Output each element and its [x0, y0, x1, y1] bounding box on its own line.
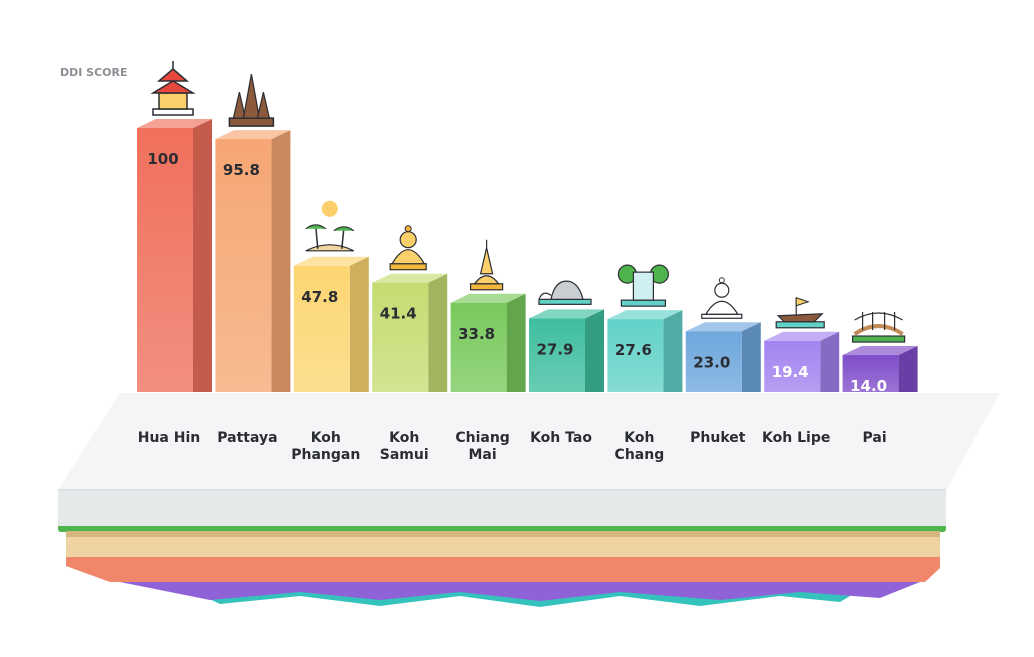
bar-side: [663, 310, 683, 392]
bar-side: [820, 331, 840, 392]
bar-koh-tao: 27.9: [529, 309, 604, 392]
platform-top: [58, 393, 1000, 490]
category-label: Chiang Mai: [455, 430, 509, 463]
waterfall-icon: [617, 264, 670, 307]
bar-front: [450, 302, 507, 392]
data-label: 95.8: [223, 161, 260, 179]
bar-koh-lipe: 19.4: [764, 331, 840, 392]
category-label: Pai: [863, 430, 887, 446]
bar-side: [585, 309, 604, 392]
bar-top: [372, 273, 448, 283]
data-label: 14.0: [850, 377, 887, 395]
bar-pattaya: 95.8: [215, 130, 291, 392]
bar-front: [293, 265, 350, 392]
icons-group: [150, 61, 906, 343]
palm-beach-sunset-icon: [305, 200, 355, 252]
bar-side: [349, 256, 369, 392]
strata-soil: [66, 531, 940, 537]
bar-chiang-mai: 33.8: [450, 293, 526, 392]
bar-hua-hin: 100: [137, 119, 212, 392]
bar-top: [607, 310, 683, 320]
bar-top: [529, 309, 604, 319]
bar-front: [764, 340, 821, 392]
bar-koh-chang: 27.6: [607, 310, 683, 392]
category-label: Koh Phangan: [291, 430, 360, 463]
y-axis-label: DDI SCORE: [60, 66, 128, 79]
bar-front: [137, 128, 193, 392]
category-label: Hua Hin: [138, 430, 201, 446]
category-label: Koh Chang: [615, 430, 665, 463]
bar-front: [842, 355, 899, 392]
category-label: Pattaya: [217, 430, 277, 446]
wooden-bridge-icon: [851, 312, 906, 343]
bar-side: [898, 346, 918, 392]
data-label: 47.8: [301, 288, 338, 306]
bar-top: [293, 256, 369, 266]
bar-front: [685, 331, 742, 392]
white-buddha-icon: [701, 277, 743, 319]
bar-top: [137, 119, 212, 128]
bar-side: [741, 322, 761, 392]
category-label: Koh Lipe: [762, 430, 830, 446]
bars-group: 100 95.8 47.8 41.4 33.8 27.9 27.6 23.0 19.4 14.0: [137, 119, 918, 395]
bar-koh-samui: 41.4: [372, 273, 448, 392]
buddha-statue-icon: [389, 225, 427, 271]
bar-top: [215, 130, 291, 140]
platform-front: [58, 490, 946, 526]
category-label: Phuket: [690, 430, 746, 446]
data-label: 19.4: [772, 363, 809, 381]
bar-side: [428, 273, 448, 392]
category-label: Koh Tao: [530, 430, 592, 446]
strata-purple: [100, 578, 930, 601]
temple-spires-icon: [228, 73, 275, 127]
bar-koh-phangan: 47.8: [293, 256, 369, 392]
data-label: 33.8: [458, 325, 495, 343]
rock-island-icon: [538, 280, 592, 305]
data-label: 27.6: [615, 341, 652, 359]
thai-pavilion-icon: [150, 61, 196, 116]
bar-front: [529, 318, 585, 392]
category-label: Koh Samui: [380, 430, 429, 463]
golden-stupa-icon: [470, 239, 504, 291]
bar-top: [842, 346, 918, 356]
category-labels-group: Hua Hin Pattaya Koh Phangan Koh Samui Chiang Ma…: [138, 430, 887, 463]
data-label: 41.4: [380, 305, 417, 323]
bar-top: [685, 322, 761, 332]
strata-sand: [66, 535, 940, 557]
bar-front: [607, 319, 664, 392]
bar-top: [450, 293, 526, 303]
bar-side: [271, 130, 291, 392]
data-label: 100: [147, 150, 178, 168]
bar-top: [764, 331, 840, 341]
bar-pai: 14.0: [842, 346, 918, 395]
bar-phuket: 23.0: [685, 322, 761, 392]
ground-platform: [58, 393, 1000, 607]
data-label: 23.0: [693, 353, 730, 371]
bar-side: [193, 119, 212, 392]
bar-front: [215, 139, 272, 392]
strata-salmon: [66, 556, 940, 582]
data-label: 27.9: [536, 340, 573, 358]
bar-front: [372, 282, 429, 392]
bar-side: [506, 293, 526, 392]
longtail-boat-icon: [775, 297, 825, 329]
